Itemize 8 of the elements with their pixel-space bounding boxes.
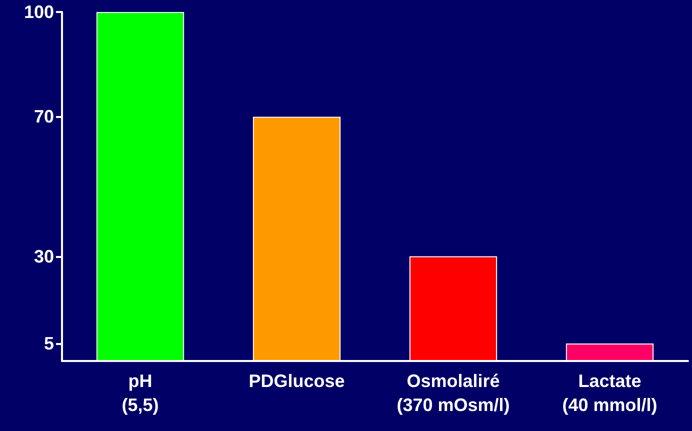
y-tick-label: 70 (34, 106, 54, 127)
y-tick-label: 5 (44, 334, 54, 354)
x-tick-label: pH (5,5) (122, 371, 159, 415)
x-tick-label: Osmolaliré (370 mOsm/l) (396, 371, 510, 415)
y-tick-label: 100 (24, 2, 54, 22)
x-tick-label: Lactate (40 mmol/l) (562, 371, 658, 415)
y-tick-label: 30 (34, 246, 54, 266)
x-tick-label: PDGlucose (248, 371, 345, 391)
